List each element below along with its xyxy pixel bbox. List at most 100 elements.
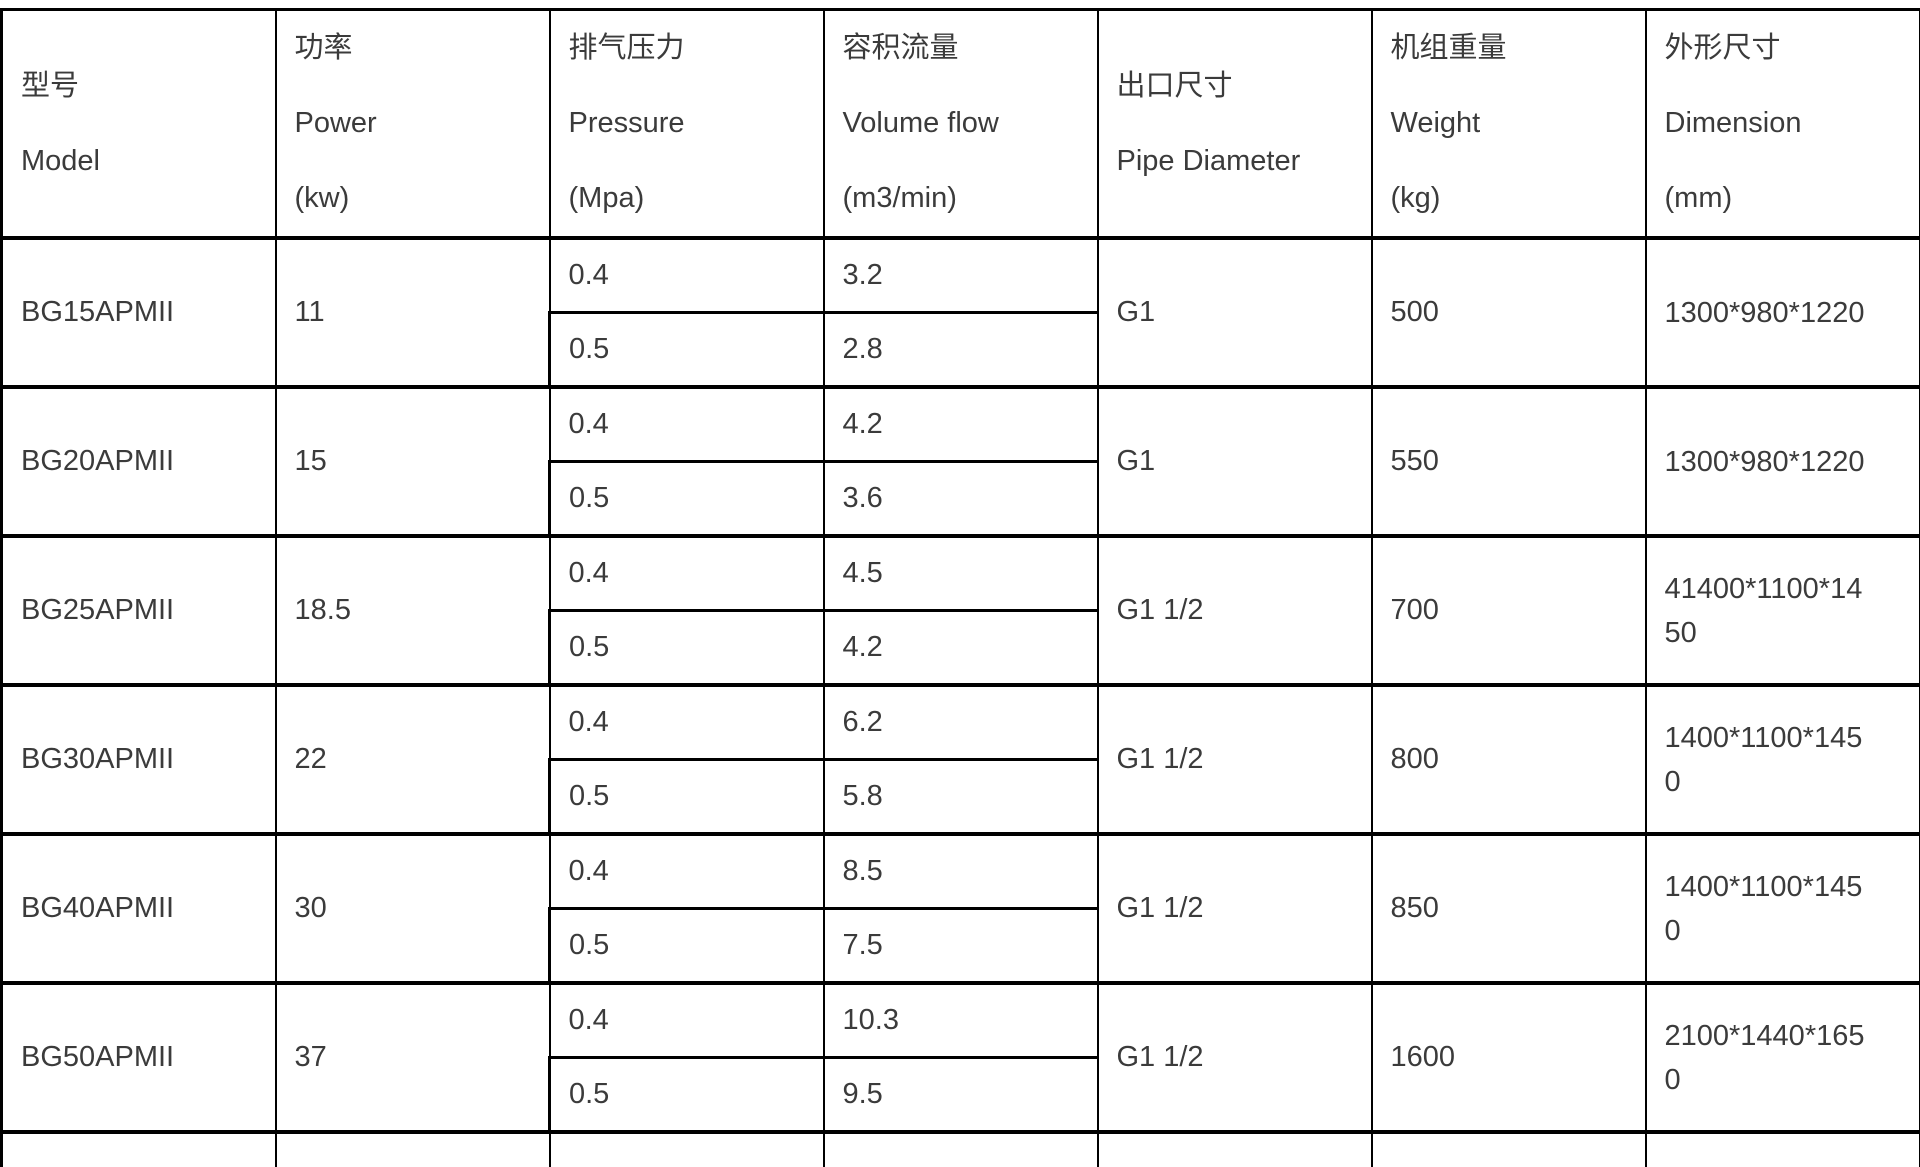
header-pipe-en: Pipe Diameter [1116, 144, 1301, 177]
header-cell-power: 功率 Power (kw) [274, 8, 551, 240]
dimension-value: 2100*1440*1650 [1664, 1019, 1865, 1096]
power-cell: 18.5 [274, 535, 551, 687]
weight-cell: 1600 [1370, 982, 1647, 1134]
header-weight-zh: 机组重量 [1390, 32, 1507, 64]
header-cell-pressure: 排气压力 Pressure (Mpa) [548, 8, 825, 240]
pressure-cell: 0.4 [548, 237, 825, 314]
table-row: 0.5 4.2 [2, 609, 1920, 687]
pressure-cell: 0.5 [548, 311, 825, 389]
table-row: 0.5 5.8 [2, 758, 1920, 836]
header-pressure-unit: (Mpa) [568, 182, 645, 214]
table-row: BG25APMII 18.5 0.4 4.5 G1 1/2 700 41400*… [0, 535, 1920, 687]
pipe-cell: G1 [1096, 237, 1373, 389]
compressor-spec-table: 型号 Model 功率 Power (kw) 排气压力 Pressure (Mp… [0, 8, 1920, 1167]
pressure-cell: 0.4 [548, 833, 825, 910]
pipe-cell: G1 1/2 [1096, 535, 1373, 687]
flow-cell: 4.5 [822, 535, 1099, 612]
pressure-cell: 0.5 [548, 1056, 825, 1134]
power-cell: 22 [274, 684, 551, 836]
header-pressure-en: Pressure [568, 107, 685, 139]
header-model-en: Model [21, 144, 100, 177]
dimension-cell: 1400*1100*1450 [1644, 833, 1920, 985]
flow-cell: 7.5 [822, 907, 1099, 985]
table-row: 0.5 3.6 [2, 460, 1920, 538]
header-dimension-unit: (mm) [1664, 182, 1733, 214]
table-row: 0.5 9.5 [2, 1056, 1920, 1134]
flow-cell: 6.2 [822, 684, 1099, 761]
table-row: BG50APMII 37 0.4 10.3 G1 1/2 1600 2100*1… [0, 982, 1920, 1134]
weight-cell: 850 [1370, 833, 1647, 985]
power-cell: 37 [274, 982, 551, 1134]
pressure-cell: 0.4 [548, 535, 825, 612]
table-row: BG30APMII 22 0.4 6.2 G1 1/2 800 1400*110… [0, 684, 1920, 836]
header-power-zh: 功率 [294, 32, 353, 64]
table-row-cutoff [0, 1131, 1920, 1167]
header-weight-en: Weight [1390, 107, 1481, 139]
flow-cell: 10.3 [822, 982, 1099, 1059]
header-flow-unit: (m3/min) [842, 182, 957, 214]
dimension-cell: 41400*1100*1450 [1644, 535, 1920, 687]
flow-cell: 4.2 [822, 386, 1099, 463]
pressure-cell: 0.5 [548, 758, 825, 836]
weight-cell: 700 [1370, 535, 1647, 687]
flow-cell: 4.2 [822, 609, 1099, 687]
power-cell: 15 [274, 386, 551, 538]
header-pressure-zh: 排气压力 [568, 32, 685, 64]
dimension-cell: 1300*980*1220 [1644, 386, 1920, 538]
pressure-cell: 0.4 [548, 386, 825, 463]
weight-cell: 550 [1370, 386, 1647, 538]
pressure-cell: 0.4 [548, 982, 825, 1059]
flow-cell: 5.8 [822, 758, 1099, 836]
header-model-zh: 型号 [21, 69, 80, 102]
power-cell: 11 [274, 237, 551, 389]
model-cell: BG30APMII [0, 684, 277, 836]
model-cell: BG40APMII [0, 833, 277, 985]
header-flow-zh: 容积流量 [842, 32, 959, 64]
flow-cell: 3.2 [822, 237, 1099, 314]
header-dimension-en: Dimension [1664, 107, 1802, 139]
pressure-cell: 0.5 [548, 460, 825, 538]
flow-cell: 2.8 [822, 311, 1099, 389]
weight-cell: 500 [1370, 237, 1647, 389]
pipe-cell: G1 1/2 [1096, 982, 1373, 1134]
model-cell: BG25APMII [0, 535, 277, 687]
dimension-value: 41400*1100*1450 [1664, 572, 1863, 649]
flow-cell: 9.5 [822, 1056, 1099, 1134]
pipe-cell: G1 1/2 [1096, 833, 1373, 985]
table-row: BG40APMII 30 0.4 8.5 G1 1/2 850 1400*110… [0, 833, 1920, 985]
model-cell: BG50APMII [0, 982, 277, 1134]
header-power-en: Power [294, 107, 377, 139]
pipe-cell: G1 [1096, 386, 1373, 538]
header-cell-model: 型号 Model [0, 8, 277, 240]
pressure-cell: 0.5 [548, 609, 825, 687]
dimension-cell: 1400*1100*1450 [1644, 684, 1920, 836]
header-pipe-zh: 出口尺寸 [1116, 69, 1233, 102]
header-power-unit: (kw) [294, 182, 350, 214]
table-row: 0.5 7.5 [2, 907, 1920, 985]
dimension-cell: 2100*1440*1650 [1644, 982, 1920, 1134]
table-header-row: 型号 Model 功率 Power (kw) 排气压力 Pressure (Mp… [0, 8, 1920, 240]
header-dimension-zh: 外形尺寸 [1664, 32, 1781, 64]
model-cell: BG15APMII [0, 237, 277, 389]
header-flow-en: Volume flow [842, 107, 999, 139]
dimension-value: 1400*1100*1450 [1664, 870, 1863, 947]
flow-cell: 8.5 [822, 833, 1099, 910]
dimension-value: 1400*1100*1450 [1664, 721, 1863, 798]
header-cell-dimension: 外形尺寸 Dimension (mm) [1644, 8, 1920, 240]
header-cell-volume-flow: 容积流量 Volume flow (m3/min) [822, 8, 1099, 240]
pipe-cell: G1 1/2 [1096, 684, 1373, 836]
model-cell: BG20APMII [0, 386, 277, 538]
header-cell-weight: 机组重量 Weight (kg) [1370, 8, 1647, 240]
dimension-value: 1300*980*1220 [1664, 445, 1865, 478]
table-row: BG15APMII 11 0.4 3.2 G1 500 1300*980*122… [0, 237, 1920, 389]
header-weight-unit: (kg) [1390, 182, 1441, 214]
dimension-cell: 1300*980*1220 [1644, 237, 1920, 389]
dimension-value: 1300*980*1220 [1664, 296, 1865, 329]
pressure-cell: 0.4 [548, 684, 825, 761]
table-row: 0.5 2.8 [2, 311, 1920, 389]
weight-cell: 800 [1370, 684, 1647, 836]
power-cell: 30 [274, 833, 551, 985]
header-cell-pipe-diameter: 出口尺寸 Pipe Diameter [1096, 8, 1373, 240]
flow-cell: 3.6 [822, 460, 1099, 538]
